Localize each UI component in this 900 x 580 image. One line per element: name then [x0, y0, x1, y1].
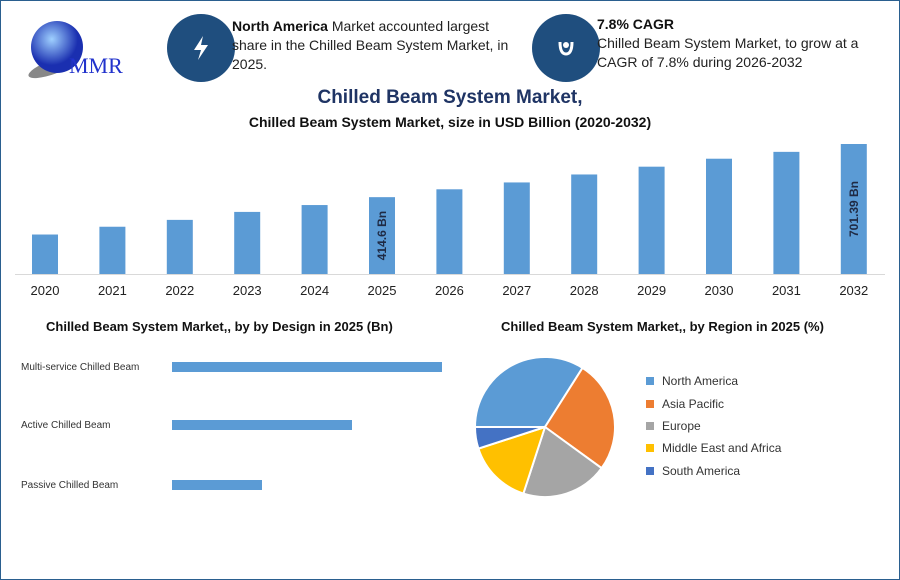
- bar-2024: [301, 205, 328, 274]
- market-size-bar-chart: 2020 2021 2022 2023 2024 2025 414.6 Bn 2026 2027…: [15, 144, 885, 298]
- pie-slice-south-america: [473, 426, 546, 450]
- chart-title: Chilled Beam System Market,: [317, 87, 583, 108]
- bar-2032: [840, 144, 867, 274]
- region-pie-chart: [473, 356, 616, 498]
- design-bar: [172, 480, 262, 490]
- legend-item: Europe: [646, 419, 701, 433]
- legend-item: Middle East and Africa: [646, 441, 781, 455]
- design-bar: [172, 420, 352, 430]
- design-bar-chart: [172, 362, 442, 490]
- design-bar: [172, 362, 442, 372]
- x-tick-label: 2026: [435, 283, 464, 298]
- chart-subtitle: Chilled Beam System Market, size in USD …: [248, 114, 652, 130]
- legend-item: Asia Pacific: [646, 397, 724, 411]
- bar-2021: [99, 226, 126, 274]
- x-tick-label: 2025: [368, 283, 397, 298]
- pie-slice-europe: [522, 425, 604, 498]
- x-tick-label: 2027: [502, 283, 531, 298]
- x-tick-label: 2023: [233, 283, 262, 298]
- x-tick-label: 2031: [772, 283, 801, 298]
- bar-2030: [706, 158, 732, 274]
- data-label: 701.39 Bn: [847, 181, 861, 237]
- lightning-icon: [167, 14, 235, 82]
- bar-2028: [571, 174, 598, 274]
- x-tick-label: 2024: [300, 283, 329, 298]
- bar-2026: [436, 189, 463, 274]
- design-label: Multi-service Chilled Beam: [21, 362, 140, 373]
- legend-item: South America: [646, 464, 740, 478]
- x-tick-label: 2021: [98, 283, 127, 298]
- info-north-america: North America Market accounted largest s…: [232, 18, 509, 72]
- x-tick-label: 2028: [570, 283, 599, 298]
- bar-2020: [32, 234, 58, 274]
- data-label: 414.6 Bn: [375, 211, 389, 260]
- design-label: Active Chilled Beam: [21, 420, 111, 431]
- bar-2023: [234, 211, 261, 274]
- bar-2027: [503, 182, 530, 274]
- x-tick-label: 2029: [637, 283, 666, 298]
- info-cagr: 7.8% CAGR Chilled Beam System Market, to …: [597, 16, 859, 70]
- legend-item: North America: [646, 374, 738, 388]
- bar-2029: [638, 166, 665, 274]
- design-chart-title: Chilled Beam System Market,, by by Desig…: [46, 319, 393, 334]
- x-tick-label: 2030: [705, 283, 734, 298]
- bar-2031: [773, 151, 800, 274]
- svg-text:MMR: MMR: [69, 53, 123, 78]
- x-tick-label: 2032: [839, 283, 868, 298]
- bar-2022: [166, 219, 193, 274]
- x-tick-label: 2020: [31, 283, 60, 298]
- growth-icon: [532, 14, 600, 82]
- pie-slice-asia-pacific: [543, 366, 616, 470]
- design-label: Passive Chilled Beam: [21, 480, 119, 491]
- mmr-logo: MMR: [23, 15, 143, 85]
- bar-2025: [369, 197, 395, 274]
- region-chart-title: Chilled Beam System Market,, by Region i…: [501, 319, 824, 334]
- x-tick-label: 2022: [165, 283, 194, 298]
